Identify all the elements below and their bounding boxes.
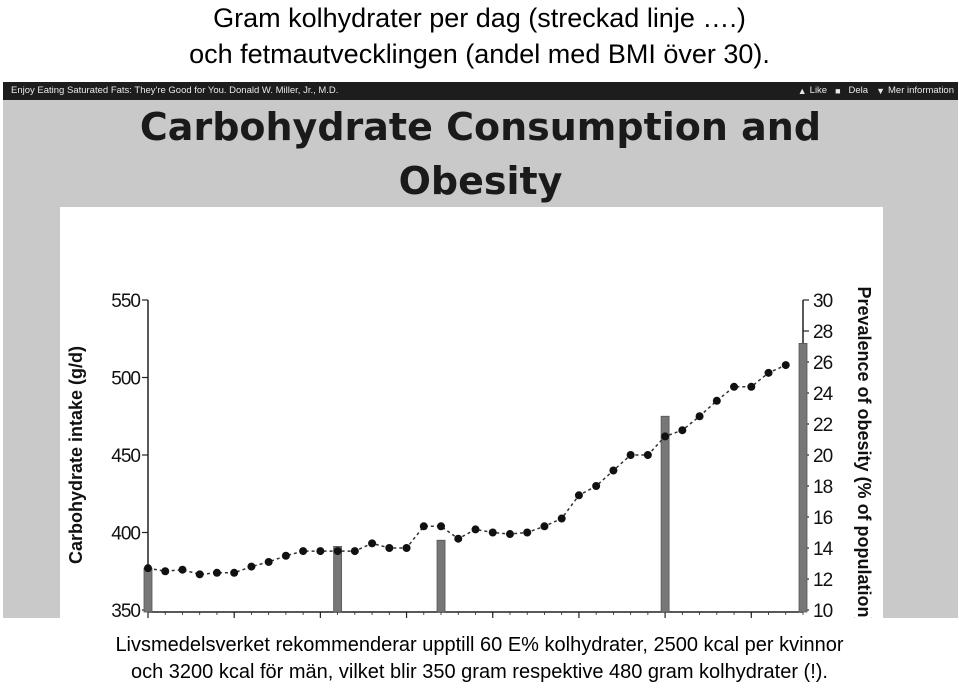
y2-tick-label: 28 — [813, 322, 833, 343]
video-actions: ▲ Like ■ Dela ▼ Mer information — [798, 82, 954, 100]
chart-svg: 3504004505005501012141618202224262830196… — [66, 286, 874, 618]
slide-title: Gram kolhydrater per dag (streckad linje… — [0, 0, 959, 72]
y2-tick-label: 22 — [813, 415, 833, 436]
y2-tick-label: 10 — [813, 601, 833, 618]
carb-data-point — [678, 426, 687, 435]
carb-data-point — [540, 522, 549, 531]
carb-data-point — [661, 432, 670, 441]
carb-data-point — [747, 382, 756, 391]
y2-tick-label: 30 — [813, 291, 833, 312]
y2-tick-label: 12 — [813, 570, 833, 591]
like-label: Like — [809, 85, 828, 96]
y2-axis-label: Prevalence of obesity (% of population) — [854, 286, 874, 618]
more-info-button[interactable]: ▼ Mer information — [876, 82, 954, 100]
obesity-bar — [436, 539, 446, 613]
carb-data-point — [626, 451, 635, 459]
y2-tick-label: 16 — [813, 508, 833, 529]
chart-heading-line2: Obesity — [398, 159, 563, 203]
y-axis-label: Carbohydrate intake (g/d) — [66, 346, 86, 564]
y-tick-label: 350 — [111, 601, 140, 618]
video-title-bar: Enjoy Eating Saturated Fats: They're Goo… — [3, 82, 958, 100]
chart-heading: Carbohydrate Consumption and Obesity — [3, 100, 958, 208]
carb-data-point — [781, 361, 790, 370]
carb-data-point — [368, 539, 377, 548]
carb-data-point — [161, 567, 170, 576]
carb-data-point — [505, 530, 514, 539]
video-title-link[interactable]: Enjoy Eating Saturated Fats: They're Goo… — [11, 85, 339, 96]
carb-data-point — [471, 525, 480, 534]
thumbs-up-icon: ▲ — [797, 86, 807, 96]
carb-data-point — [281, 551, 290, 560]
obesity-bar — [798, 342, 808, 613]
y2-tick-label: 18 — [813, 477, 833, 498]
y2-tick-label: 26 — [813, 353, 833, 374]
share-label: Dela — [848, 85, 869, 96]
obesity-bar — [660, 415, 670, 613]
carb-data-point — [609, 466, 618, 475]
slide-title-line2: och fetmautvecklingen (andel med BMI öve… — [189, 39, 770, 69]
carb-data-point — [144, 564, 152, 573]
y-tick-label: 400 — [111, 524, 140, 545]
carb-data-point — [350, 547, 359, 556]
more-info-label: Mer information — [888, 85, 954, 96]
carb-data-point — [437, 522, 446, 531]
carb-data-point — [230, 568, 239, 577]
carb-data-point — [695, 412, 704, 421]
y-tick-label: 450 — [111, 446, 140, 467]
obesity-bar — [333, 546, 343, 613]
carb-data-point — [195, 570, 204, 579]
footer-text: Livsmedelsverket rekommenderar upptill 6… — [0, 632, 959, 686]
y-tick-label: 550 — [111, 291, 140, 312]
carb-data-point — [557, 514, 566, 523]
chart-heading-line1: Carbohydrate Consumption and — [139, 105, 822, 149]
like-button[interactable]: ▲ Like — [798, 82, 827, 100]
obesity-bar — [143, 567, 153, 613]
carb-data-point — [488, 528, 497, 537]
y2-tick-label: 14 — [813, 539, 834, 560]
speech-bubble-icon: ■ — [835, 86, 841, 96]
y2-tick-label: 24 — [813, 384, 834, 405]
carb-data-point — [574, 491, 583, 500]
carb-data-point — [764, 368, 773, 377]
footer-line1: Livsmedelsverket rekommenderar upptill 6… — [115, 634, 844, 656]
carb-data-point — [730, 382, 739, 391]
carb-data-point — [316, 547, 325, 556]
carb-line — [147, 364, 787, 576]
slide-title-line1: Gram kolhydrater per dag (streckad linje… — [213, 3, 746, 33]
carb-data-point — [592, 482, 601, 490]
video-frame[interactable]: Enjoy Eating Saturated Fats: They're Goo… — [3, 82, 958, 618]
carb-data-point — [212, 568, 221, 577]
carb-data-point — [454, 534, 463, 543]
carb-data-point — [419, 522, 428, 531]
carb-data-point — [178, 565, 187, 574]
comment-button[interactable]: ■ — [835, 82, 840, 100]
share-button[interactable]: Dela — [849, 82, 869, 100]
carb-data-point — [643, 451, 652, 459]
y2-tick-label: 20 — [813, 446, 833, 467]
carb-data-point — [333, 547, 342, 556]
carb-data-point — [247, 562, 256, 571]
carb-data-point — [523, 528, 532, 537]
carb-data-point — [264, 557, 273, 566]
download-arrow-icon: ▼ — [876, 86, 885, 96]
carb-data-point — [402, 544, 411, 552]
carb-data-point — [385, 544, 394, 552]
footer-line2: och 3200 kcal för män, vilket blir 350 g… — [131, 661, 828, 683]
carb-data-point — [712, 396, 721, 405]
chart-panel: 350 400 450 500 550 10 12 14 16 18 20 22 24 26 28 30 196… — [60, 207, 883, 618]
y-tick-label: 500 — [111, 369, 140, 390]
carb-data-point — [299, 547, 308, 556]
